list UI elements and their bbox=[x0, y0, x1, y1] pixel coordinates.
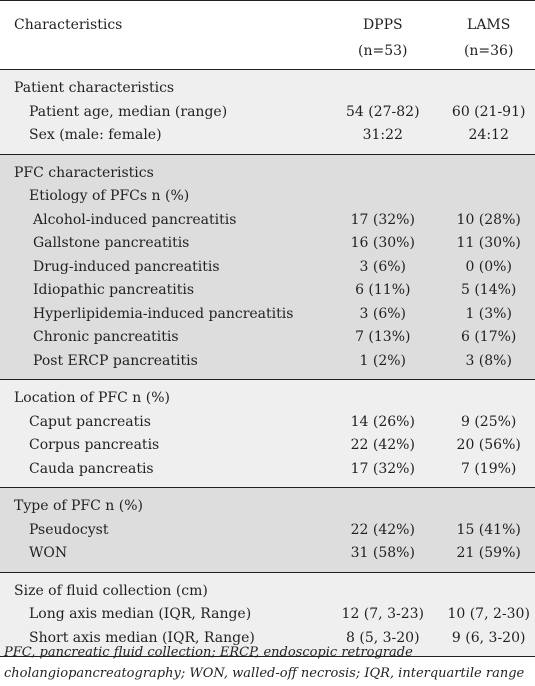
cell-dpps: 22 (42%) bbox=[350, 437, 415, 453]
table-row: Chronic pancreatitis 7 (13%) 6 (17%) bbox=[0, 326, 535, 350]
table-row: WON 31 (58%) 21 (59%) bbox=[0, 542, 535, 572]
table-row: Post ERCP pancreatitis 1 (2%) 3 (8%) bbox=[0, 350, 535, 380]
section-title: Type of PFC n (%) bbox=[14, 498, 143, 514]
cell-lams: 10 (28%) bbox=[456, 211, 521, 228]
subsection-title: Etiology of PFCs n (%) bbox=[29, 188, 190, 204]
header-row-counts: (n=53) (n=36) bbox=[0, 33, 535, 70]
section-title: Size of fluid collection (cm) bbox=[14, 582, 208, 599]
table-row: Cauda pancreatis 17 (32%) 7 (19%) bbox=[0, 458, 535, 488]
table-row: Hyperlipidemia-induced pancreatitis 3 (6… bbox=[0, 303, 535, 327]
table-row: Patient age, median (range) 54 (27-82) 6… bbox=[0, 101, 535, 125]
table-footnote: PFC, pancreatic fluid collection; ERCP, … bbox=[4, 642, 534, 684]
row-label: Chronic pancreatitis bbox=[33, 329, 179, 345]
section-title-row: Type of PFC n (%) bbox=[0, 488, 535, 519]
cell-lams: 1 (3%) bbox=[465, 305, 512, 322]
cell-lams: 11 (30%) bbox=[456, 235, 521, 251]
row-label: Patient age, median (range) bbox=[29, 103, 228, 120]
row-label: Gallstone pancreatitis bbox=[33, 235, 190, 251]
table-header: Characteristics DPPS LAMS (n=53) (n=36) bbox=[0, 0, 535, 70]
row-label: Short axis median (IQR, Range) bbox=[29, 629, 255, 646]
table-row: Sex (male: female) 31:22 24:12 bbox=[0, 124, 535, 154]
subsection-title-row: Etiology of PFCs n (%) bbox=[0, 185, 535, 209]
header-characteristics: Characteristics bbox=[14, 17, 123, 33]
cell-lams: 3 (8%) bbox=[465, 352, 512, 369]
footnote-line-2: cholangiopancreatography; WON, walled-of… bbox=[4, 666, 525, 681]
header-lams-n: (n=36) bbox=[463, 43, 514, 59]
row-label: Hyperlipidemia-induced pancreatitis bbox=[33, 305, 294, 322]
row-label: Alcohol-induced pancreatitis bbox=[33, 211, 237, 228]
table-row: Pseudocyst 22 (42%) 15 (41%) bbox=[0, 519, 535, 543]
cell-dpps: 17 (32%) bbox=[350, 211, 415, 228]
row-label: Cauda pancreatis bbox=[29, 460, 154, 477]
table-row: Corpus pancreatis 22 (42%) 20 (56%) bbox=[0, 434, 535, 458]
cell-lams: 6 (17%) bbox=[460, 329, 517, 345]
cell-lams: 0 (0%) bbox=[465, 258, 512, 275]
cell-lams: 24:12 bbox=[468, 127, 509, 143]
section-title: PFC characteristics bbox=[14, 164, 154, 181]
table-row: Drug-induced pancreatitis 3 (6%) 0 (0%) bbox=[0, 256, 535, 280]
cell-dpps: 54 (27-82) bbox=[346, 103, 420, 120]
cell-dpps: 31:22 bbox=[362, 127, 403, 143]
row-label: Drug-induced pancreatitis bbox=[33, 258, 220, 275]
cell-dpps: 1 (2%) bbox=[359, 352, 407, 369]
row-label: Long axis median (IQR, Range) bbox=[29, 606, 252, 622]
cell-dpps: 16 (30%) bbox=[350, 235, 415, 251]
cell-dpps: 17 (32%) bbox=[350, 460, 415, 477]
section-pfc-characteristics: PFC characteristics Etiology of PFCs n (… bbox=[0, 154, 535, 380]
header-lams: LAMS bbox=[467, 17, 511, 33]
cell-dpps: 14 (26%) bbox=[350, 413, 415, 430]
row-label: Sex (male: female) bbox=[29, 127, 162, 143]
section-title-row: Patient characteristics bbox=[0, 70, 535, 101]
cell-dpps: 7 (13%) bbox=[355, 329, 411, 345]
table-row: Alcohol-induced pancreatitis 17 (32%) 10… bbox=[0, 209, 535, 233]
row-label: Post ERCP pancreatitis bbox=[33, 352, 198, 369]
section-size-of-fluid-collection: Size of fluid collection (cm) Long axis … bbox=[0, 572, 535, 657]
cell-dpps: 31 (58%) bbox=[350, 545, 415, 561]
section-title-row: Location of PFC n (%) bbox=[0, 380, 535, 411]
cell-lams: 15 (41%) bbox=[456, 521, 521, 538]
cell-lams: 10 (7, 2-30) bbox=[447, 606, 530, 622]
table-row: Caput pancreatis 14 (26%) 9 (25%) bbox=[0, 411, 535, 435]
cell-lams: 9 (25%) bbox=[460, 413, 517, 430]
header-row-names: Characteristics DPPS LAMS bbox=[0, 1, 535, 33]
cell-lams: 9 (6, 3-20) bbox=[451, 629, 526, 646]
cell-dpps: 3 (6%) bbox=[359, 258, 407, 275]
table-row: Gallstone pancreatitis 16 (30%) 11 (30%) bbox=[0, 232, 535, 256]
cell-dpps: 6 (11%) bbox=[355, 282, 411, 298]
row-label: Pseudocyst bbox=[29, 521, 109, 538]
row-label: WON bbox=[29, 545, 68, 561]
footnote-line-1: PFC, pancreatic fluid collection; ERCP, … bbox=[4, 645, 413, 660]
cell-lams: 21 (59%) bbox=[456, 545, 521, 561]
cell-dpps: 8 (5, 3-20) bbox=[346, 629, 420, 646]
row-label: Corpus pancreatis bbox=[29, 437, 160, 453]
section-title: Location of PFC n (%) bbox=[14, 390, 170, 406]
cell-lams: 5 (14%) bbox=[460, 282, 517, 298]
row-label: Caput pancreatis bbox=[29, 413, 151, 430]
header-dpps: DPPS bbox=[362, 17, 403, 33]
section-type-of-pfc: Type of PFC n (%) Pseudocyst 22 (42%) 15… bbox=[0, 487, 535, 572]
section-title-row: Size of fluid collection (cm) bbox=[0, 572, 535, 603]
header-dpps-n: (n=53) bbox=[358, 43, 408, 59]
table-row: Short axis median (IQR, Range) 8 (5, 3-2… bbox=[0, 627, 535, 657]
cell-dpps: 3 (6%) bbox=[359, 305, 407, 322]
row-label: Idiopathic pancreatitis bbox=[33, 282, 194, 298]
cell-dpps: 22 (42%) bbox=[350, 521, 415, 538]
cell-lams: 20 (56%) bbox=[456, 437, 521, 453]
section-title-row: PFC characteristics bbox=[0, 154, 535, 185]
cell-lams: 7 (19%) bbox=[460, 460, 517, 477]
section-title: Patient characteristics bbox=[14, 80, 175, 96]
section-location-of-pfc: Location of PFC n (%) Caput pancreatis 1… bbox=[0, 379, 535, 488]
cell-lams: 60 (21-91) bbox=[451, 103, 526, 120]
section-patient-characteristics: Patient characteristics Patient age, med… bbox=[0, 69, 535, 154]
table-row: Long axis median (IQR, Range) 12 (7, 3-2… bbox=[0, 603, 535, 627]
table-row: Idiopathic pancreatitis 6 (11%) 5 (14%) bbox=[0, 279, 535, 303]
cell-dpps: 12 (7, 3-23) bbox=[341, 606, 424, 622]
characteristics-table: Characteristics DPPS LAMS (n=53) (n=36) … bbox=[0, 0, 535, 657]
